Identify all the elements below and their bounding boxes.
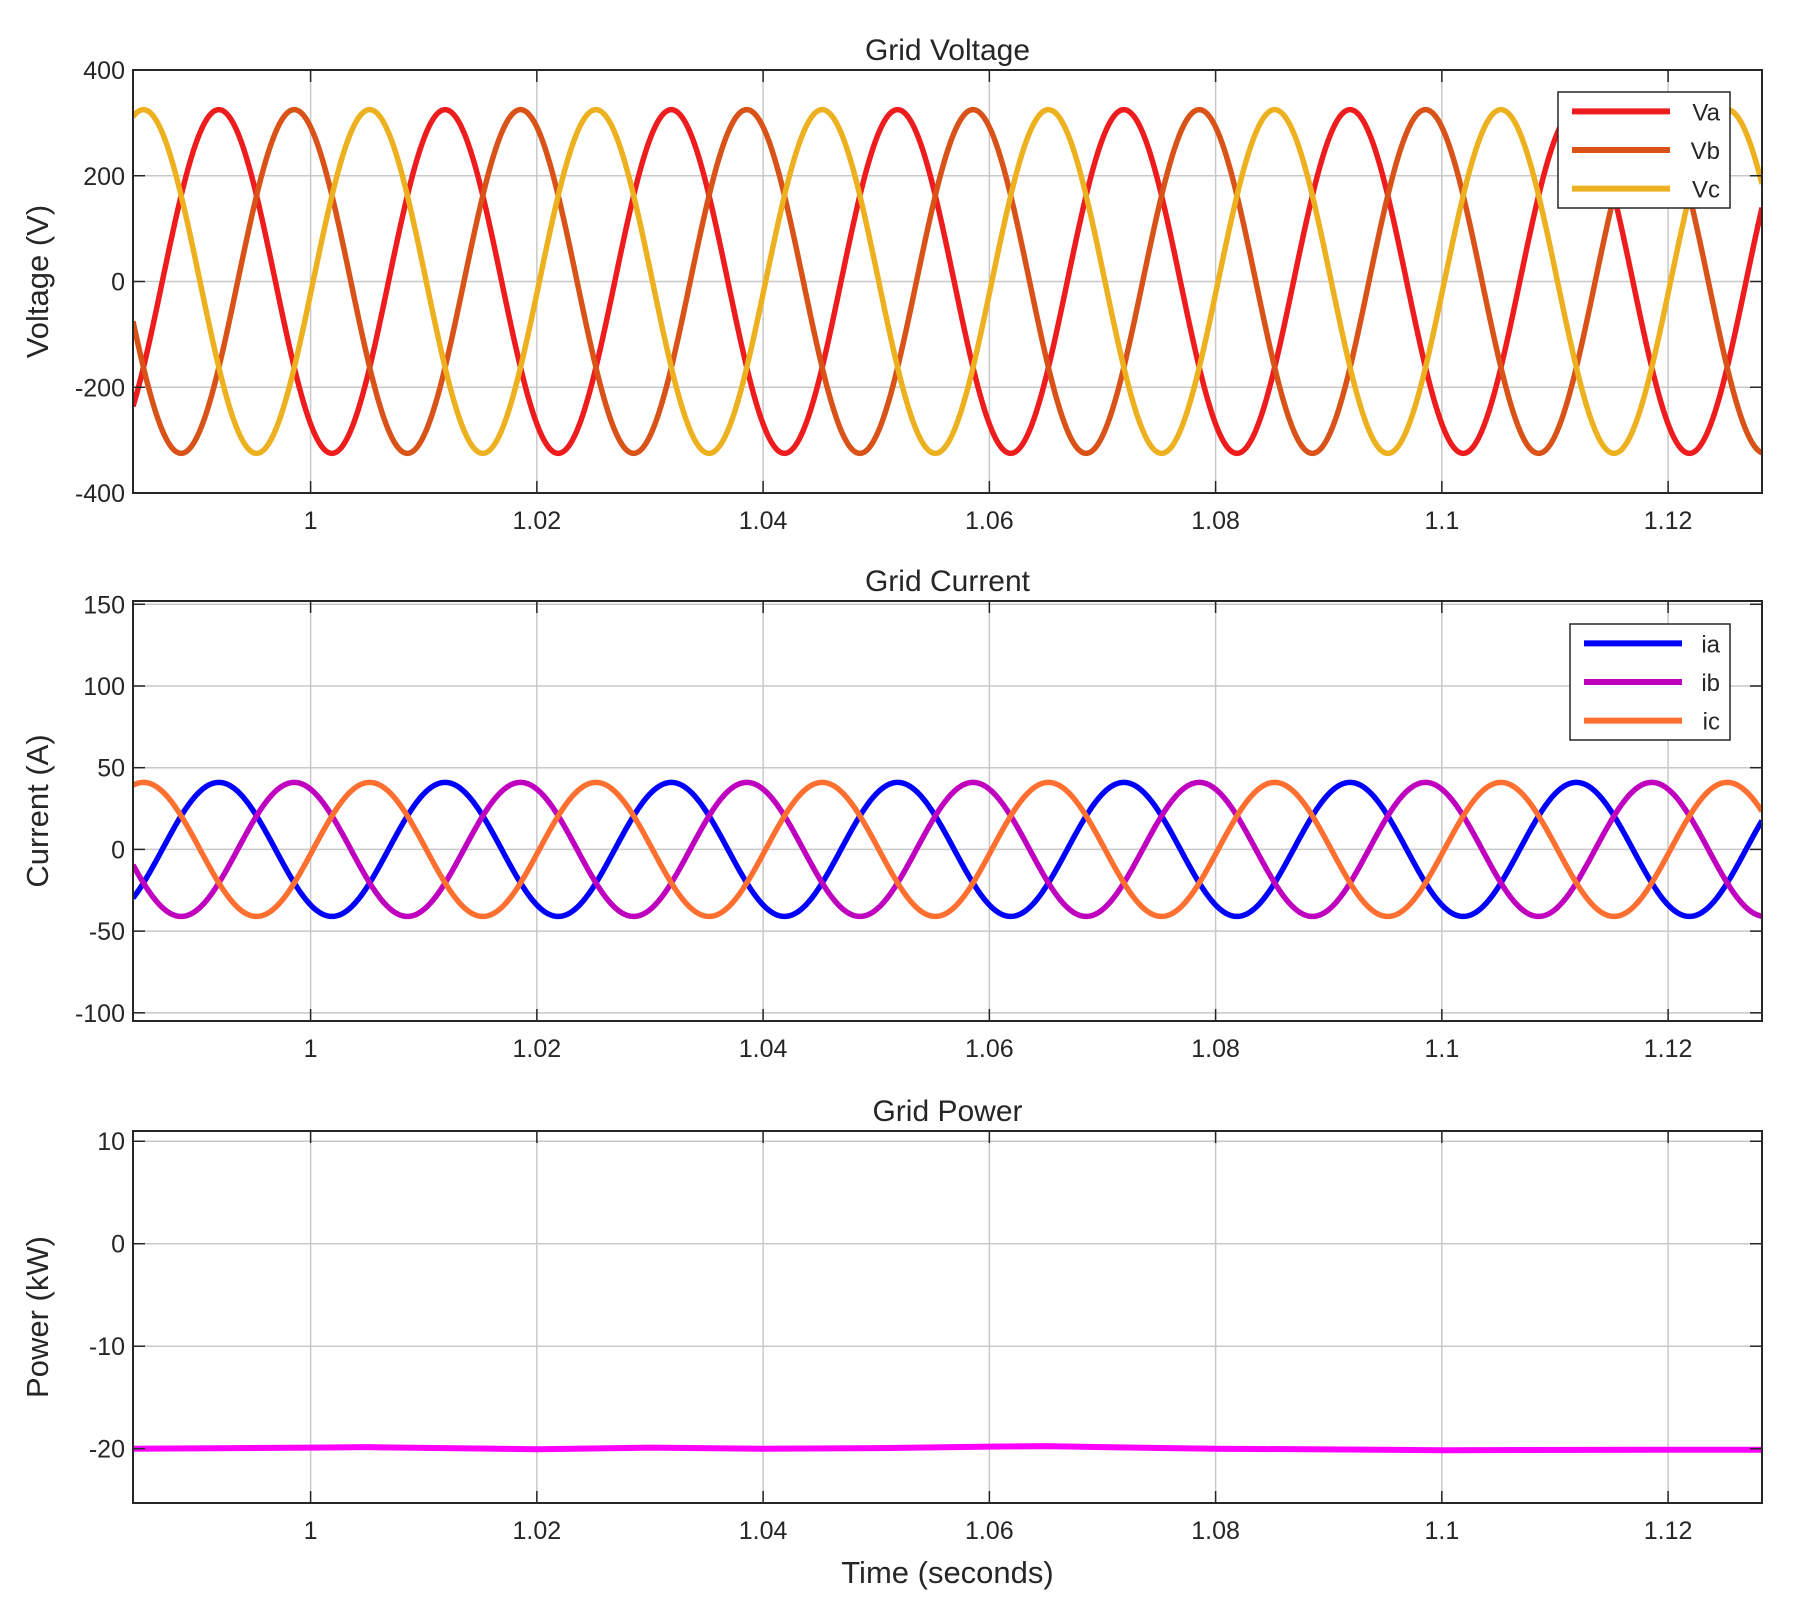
plot-area — [133, 601, 1762, 1021]
y-tick-label: -10 — [89, 1333, 125, 1361]
y-tick-label: -200 — [75, 374, 125, 402]
x-tick-label: 1.12 — [1644, 1035, 1693, 1063]
x-tick-label: 1.06 — [965, 507, 1014, 535]
series-line-ia — [133, 779, 1762, 920]
x-tick-label: 1.04 — [739, 1517, 788, 1545]
plot-area — [133, 1131, 1762, 1503]
y-tick-label: -20 — [89, 1436, 125, 1464]
legend-label-ic: ic — [1703, 709, 1720, 736]
axes-box — [132, 600, 1763, 1022]
x-tick-label: 1.1 — [1424, 1035, 1459, 1063]
y-tick-label: 50 — [97, 755, 125, 783]
chart-panel-3: 1 1.02 1.04 1.06 1.08 1.1 1.12 10 0 -10 -20 Grid Po… — [20, 1095, 1763, 1590]
y-tick-label: 100 — [83, 673, 125, 701]
chart-title: Grid Voltage — [865, 34, 1030, 67]
x-axis-label: Time (seconds) — [841, 1555, 1053, 1590]
y-tick-label: -50 — [89, 918, 125, 946]
x-tick-label: 1.02 — [513, 1035, 562, 1063]
legend: Va Vb Vc — [1557, 91, 1731, 209]
series-line-vc — [133, 106, 1762, 457]
y-axis-label: Current (A) — [20, 734, 55, 887]
y-axis-label: Power (kW) — [20, 1236, 55, 1398]
x-tick-label: 1.08 — [1191, 507, 1240, 535]
legend-label-va: Va — [1692, 99, 1720, 126]
x-tick-label: 1.04 — [739, 507, 788, 535]
y-tick-label: -400 — [75, 480, 125, 508]
series-line-va — [133, 106, 1762, 457]
series-line-series-1 — [133, 1443, 1762, 1454]
legend-label-ia: ia — [1701, 631, 1720, 658]
axes-box — [132, 1130, 1763, 1504]
x-tick-label: 1.1 — [1424, 1517, 1459, 1545]
x-tick-label: 1.06 — [965, 1517, 1014, 1545]
y-tick-label: 400 — [83, 57, 125, 85]
chart-title: Grid Power — [872, 1095, 1022, 1128]
x-tick-label: 1 — [304, 1517, 318, 1545]
chart-title: Grid Current — [865, 565, 1031, 598]
y-tick-label: 10 — [97, 1128, 125, 1156]
chart-panel-1: 1 1.02 1.04 1.06 1.08 1.1 1.12 400 200 0 -200 -400 G… — [20, 34, 1763, 535]
y-tick-label: 0 — [111, 1231, 125, 1259]
x-tick-label: 1.12 — [1644, 1517, 1693, 1545]
x-tick-label: 1.02 — [513, 1517, 562, 1545]
x-tick-label: 1 — [304, 507, 318, 535]
x-tick-label: 1.12 — [1644, 507, 1693, 535]
series-line-vb — [133, 106, 1762, 457]
y-tick-label: 150 — [83, 591, 125, 619]
legend-label-vc: Vc — [1692, 177, 1720, 204]
legend-label-vb: Vb — [1691, 138, 1720, 165]
y-tick-label: 0 — [111, 269, 125, 297]
x-tick-label: 1.06 — [965, 1035, 1014, 1063]
y-tick-label: -100 — [75, 1000, 125, 1028]
x-tick-label: 1.08 — [1191, 1035, 1240, 1063]
series-line-ib — [133, 779, 1762, 920]
x-tick-label: 1 — [304, 1035, 318, 1063]
y-tick-label: 200 — [83, 163, 125, 191]
legend-label-ib: ib — [1701, 670, 1720, 697]
legend: ia ib ic — [1569, 623, 1731, 741]
x-tick-label: 1.08 — [1191, 1517, 1240, 1545]
y-axis-label: Voltage (V) — [20, 205, 55, 358]
x-tick-label: 1.02 — [513, 507, 562, 535]
x-tick-label: 1.04 — [739, 1035, 788, 1063]
series-line-ic — [133, 779, 1762, 920]
y-tick-label: 0 — [111, 836, 125, 864]
x-tick-label: 1.1 — [1424, 507, 1459, 535]
chart-panel-2: 1 1.02 1.04 1.06 1.08 1.1 1.12 150 100 50 0 -50 -100… — [20, 565, 1763, 1063]
